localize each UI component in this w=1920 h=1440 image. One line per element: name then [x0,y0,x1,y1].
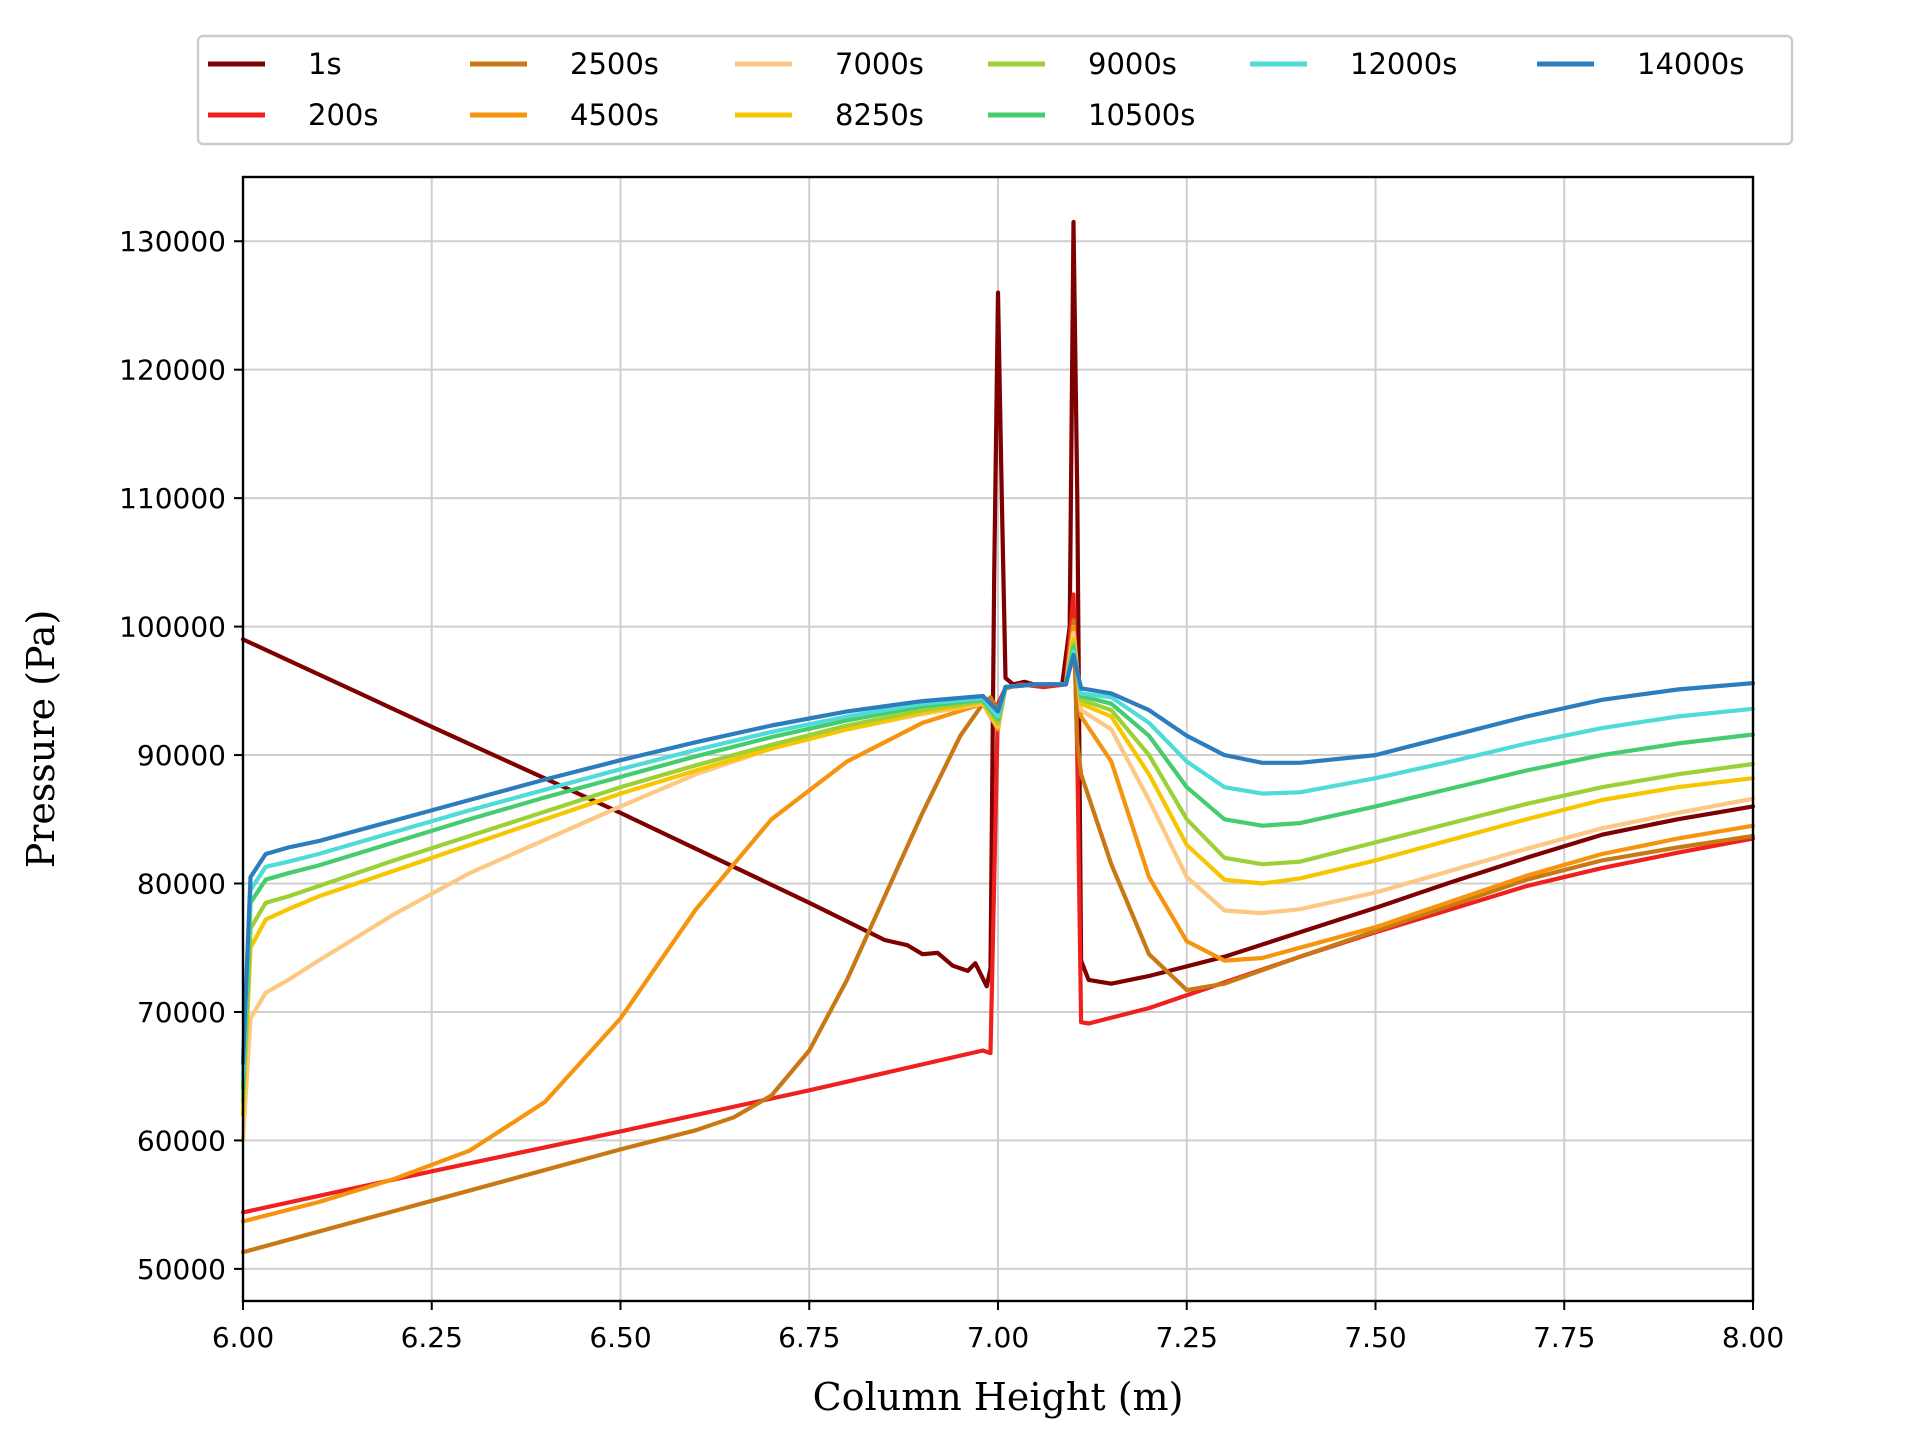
x-tick-label: 7.25 [1156,1321,1218,1354]
y-tick-label: 60000 [137,1124,226,1157]
y-tick-label: 130000 [119,225,226,258]
legend-label: 1s [308,47,342,81]
y-tick-label: 100000 [119,611,226,644]
y-tick-label: 110000 [119,482,226,515]
series-line-14000s [240,652,1756,1066]
x-axis-title: Column Height (m) [813,1375,1184,1419]
x-tick-label: 6.00 [212,1321,274,1354]
y-tick-label: 50000 [137,1253,226,1286]
legend-label: 12000s [1350,47,1457,81]
legend-label: 10500s [1088,98,1195,132]
x-tick-label: 7.50 [1344,1321,1406,1354]
legend-label: 4500s [570,98,659,132]
legend-label: 200s [308,98,378,132]
legend-label: 14000s [1637,47,1744,81]
y-axis-title: Pressure (Pa) [19,610,63,869]
y-tick-label: 90000 [137,739,226,772]
x-tick-label: 7.75 [1533,1321,1595,1354]
legend-label: 7000s [835,47,924,81]
legend-box [196,34,1794,146]
legend: 1s 200s 2500s 4500s 7000s 8250s 9000s 10500s 120… [196,34,1794,146]
x-tick-label: 6.50 [589,1321,651,1354]
x-tick-label: 7.00 [967,1321,1029,1354]
x-tick-label: 6.75 [778,1321,840,1354]
y-tick-label: 70000 [137,996,226,1029]
y-tick-label: 80000 [137,868,226,901]
legend-label: 9000s [1088,47,1177,81]
x-tick-label: 6.25 [401,1321,463,1354]
y-axis-ticks: 50000 60000 70000 80000 90000 100000 110000 120… [119,225,243,1286]
series-layer [240,219,1756,1255]
x-axis-ticks: 6.00 6.25 6.50 6.75 7.00 7.25 7.50 7.75 8.00 [212,1301,1784,1354]
legend-label: 8250s [835,98,924,132]
y-tick-label: 120000 [119,354,226,387]
legend-label: 2500s [570,47,659,81]
x-tick-label: 8.00 [1722,1321,1784,1354]
